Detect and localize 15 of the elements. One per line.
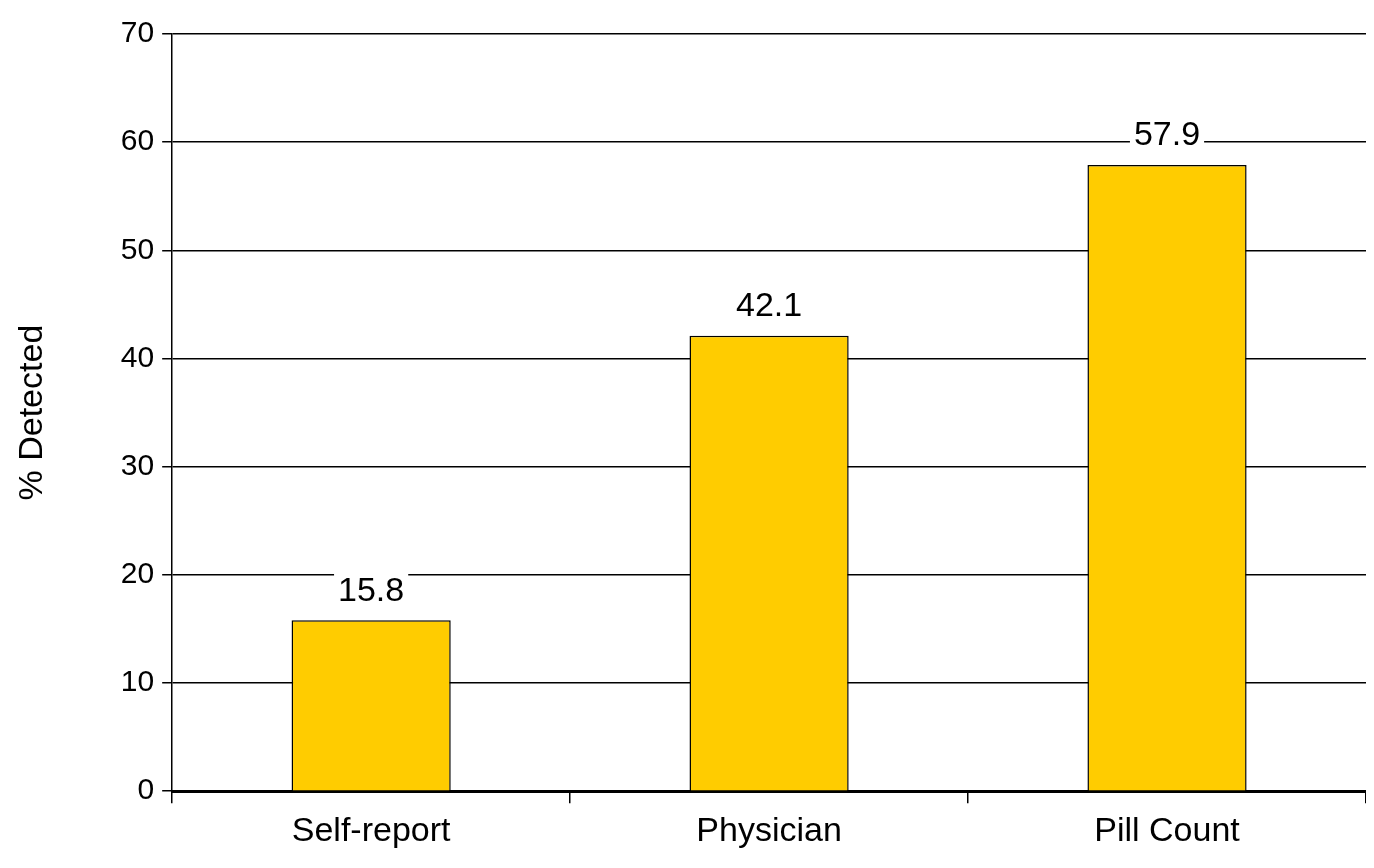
y-tick-label: 10: [120, 664, 155, 698]
x-tick-label: Physician: [696, 809, 842, 848]
y-tick-label: 40: [120, 339, 155, 373]
data-label: 42.1: [735, 285, 803, 324]
y-axis-title: % Detected: [10, 324, 49, 501]
y-tick-label: 70: [120, 15, 155, 49]
x-tick-label: Pill Count: [1094, 809, 1241, 848]
data-label: 57.9: [1133, 114, 1201, 153]
data-label: 15.8: [338, 569, 405, 608]
y-tick-label: 60: [120, 123, 155, 157]
x-tick-label: Self-report: [291, 809, 452, 848]
y-tick-label: 50: [120, 231, 155, 265]
y-tick-label: 20: [120, 556, 155, 590]
y-tick-label: 30: [120, 447, 155, 481]
y-tick-label: 0: [137, 772, 155, 806]
